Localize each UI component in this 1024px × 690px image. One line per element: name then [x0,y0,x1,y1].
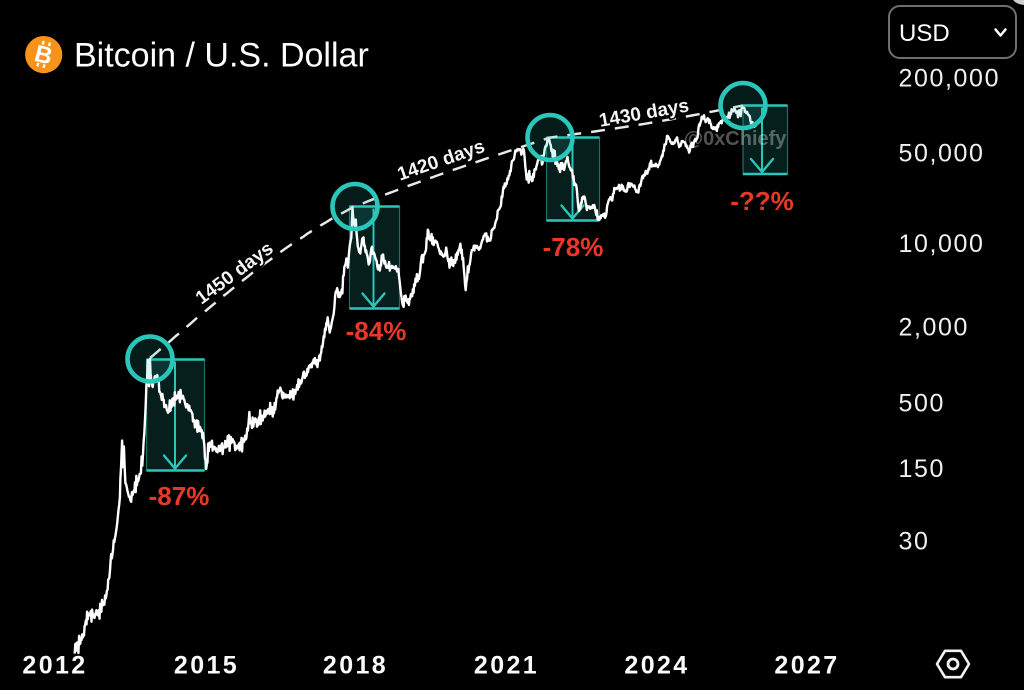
svg-text:50,000: 50,000 [899,139,985,167]
svg-text:2012: 2012 [22,652,87,680]
svg-text:Bitcoin / U.S. Dollar: Bitcoin / U.S. Dollar [74,37,369,75]
svg-text:30: 30 [899,527,930,555]
svg-text:-84%: -84% [346,316,407,346]
svg-text:1450 days: 1450 days [192,238,278,309]
svg-text:1420 days: 1420 days [395,136,488,185]
svg-text:200,000: 200,000 [899,64,1001,92]
svg-text:USD: USD [899,20,950,47]
svg-text:1430 days: 1430 days [597,95,690,131]
svg-text:-78%: -78% [543,232,604,262]
svg-text:2,000: 2,000 [899,313,970,341]
svg-text:@0xChiefy: @0xChiefy [684,128,788,150]
svg-text:500: 500 [899,389,946,417]
svg-text:2015: 2015 [174,652,239,680]
svg-text:-??%: -??% [730,186,794,216]
svg-text:-87%: -87% [149,481,210,511]
svg-text:2024: 2024 [624,652,689,680]
svg-text:150: 150 [899,455,946,483]
svg-text:2027: 2027 [774,652,839,680]
svg-text:10,000: 10,000 [899,230,985,258]
svg-text:2021: 2021 [474,652,539,680]
svg-text:2018: 2018 [323,652,388,680]
